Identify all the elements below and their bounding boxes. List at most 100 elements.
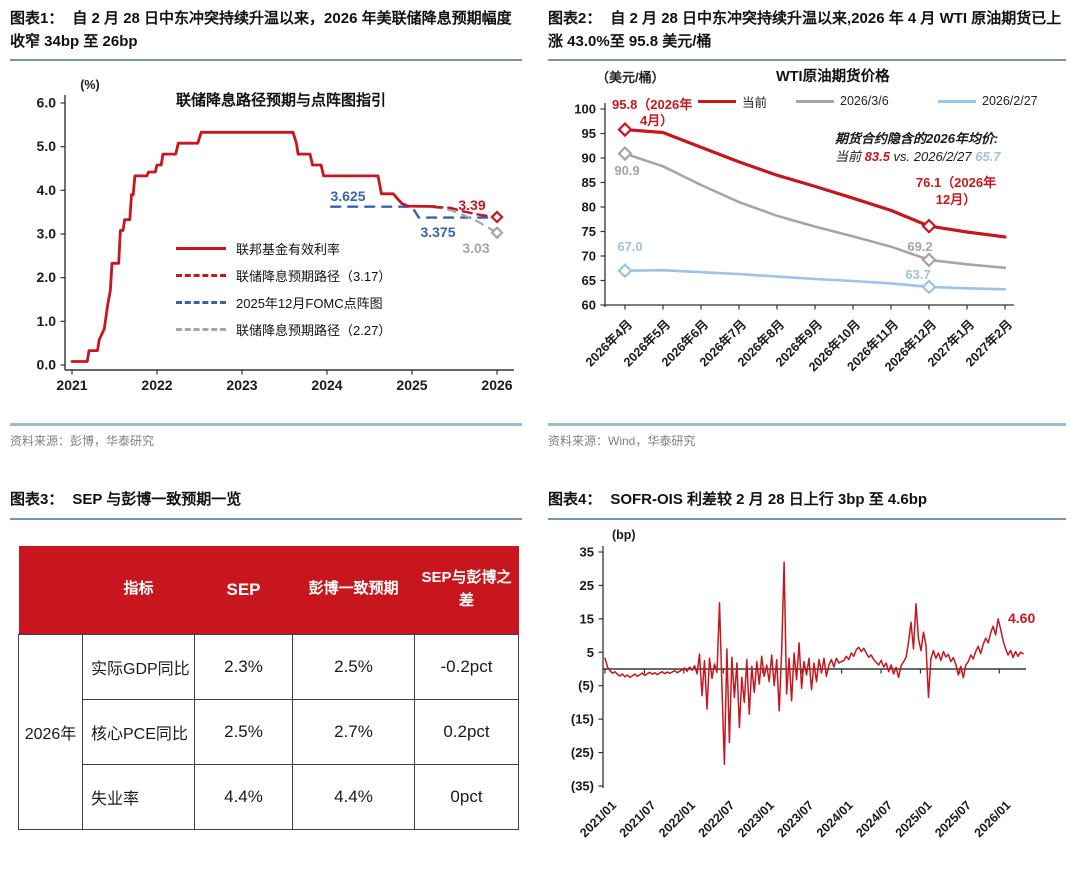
svg-text:2024: 2024 <box>311 377 342 393</box>
svg-text:2023/07: 2023/07 <box>774 798 816 840</box>
sofr-ois-chart-svg: 2021/012021/072022/012022/072023/012023/… <box>571 528 1036 840</box>
fed-chart-title: 联储降息路径预期与点阵图指引 <box>175 92 386 109</box>
legend-label: 联储降息预期路径（2.27） <box>236 322 392 338</box>
svg-text:3.03: 3.03 <box>462 240 489 256</box>
legend-item-cut-path-317: 联储降息预期路径（3.17） <box>176 266 391 284</box>
figure-3-label: 图表3： <box>10 491 64 508</box>
svg-text:5: 5 <box>587 644 594 659</box>
figure-2-title: 图表2：自 2 月 28 日中东冲突持续升温以来,2026 年 4 月 WTI … <box>548 8 1066 61</box>
figure-1: 图表1：自 2 月 28 日中东冲突持续升温以来，2026 年美联储降息预期幅度… <box>10 8 522 449</box>
red-solid-line-swatch <box>176 246 226 250</box>
metric-cell: 实际GDP同比 <box>82 633 195 700</box>
svg-text:63.7: 63.7 <box>905 267 930 282</box>
svg-text:2025/01: 2025/01 <box>893 798 935 840</box>
svg-text:95.8（2026年: 95.8（2026年 <box>612 97 692 112</box>
table-header-cell: SEP <box>194 545 293 634</box>
sofr-ois-chart: 2021/01 2021/07 2022/01 2022/07 2023/01 2023/… <box>548 522 1066 876</box>
value-cell: 2.7% <box>292 698 415 765</box>
svg-text:85: 85 <box>582 175 596 190</box>
table-header-cell: 彭博一致预期 <box>292 545 415 634</box>
table-header-cell <box>18 545 83 634</box>
figure-2-label: 图表2： <box>548 10 602 27</box>
svg-text:67.0: 67.0 <box>617 239 642 254</box>
wti-futures-chart: （美元/桶） WTI原油期货价格 2026年4月 2026年5月 2026年6月 20… <box>548 63 1066 417</box>
red-line-swatch <box>698 99 736 103</box>
fed-path-chart-svg: 2021 2022 2023 2024 2025 2026 0.0 1.0 2.0 3.0 4.0 5… <box>37 78 514 393</box>
metric-cell: 核心PCE同比 <box>82 698 195 765</box>
legend-item-current: 当前 <box>698 93 768 110</box>
svg-text:2025: 2025 <box>396 377 427 393</box>
figure-1-source: 资料来源：彭博，华泰研究 <box>10 423 522 449</box>
svg-text:65: 65 <box>582 273 596 288</box>
svg-text:2023: 2023 <box>226 377 257 393</box>
figure-4-heading: SOFR-OIS 利差较 2 月 28 日上行 3bp 至 4.6bp <box>610 491 928 508</box>
table-row: 失业率 4.4% 4.4% 0pct <box>19 763 519 830</box>
figure-2-source: 资料来源：Wind，华泰研究 <box>548 423 1066 449</box>
figure-3: 图表3： SEP 与彭博一致预期一览 指标 SEP 彭博一致预期 SEP与彭博之差 202… <box>10 489 522 881</box>
svg-text:4.0: 4.0 <box>37 182 57 198</box>
legend-item-cut-path-227: 联储降息预期路径（2.27） <box>176 320 391 338</box>
metric-cell: 失业率 <box>82 763 195 830</box>
value-cell: 2.5% <box>194 698 293 765</box>
legend-label: 联储降息预期路径（3.17） <box>236 268 392 284</box>
svg-text:(25): (25) <box>571 745 594 760</box>
value-cell: 4.4% <box>292 763 415 830</box>
svg-text:12月）: 12月） <box>936 192 976 207</box>
figure-4: 图表4： SOFR-OIS 利差较 2 月 28 日上行 3bp 至 4.6bp … <box>548 489 1066 881</box>
blue-dashed-line-swatch <box>176 300 226 304</box>
svg-text:2021/01: 2021/01 <box>577 798 619 840</box>
legend-label: 联邦基金有效利率 <box>236 241 341 257</box>
table-row: 核心PCE同比 2.5% 2.7% 0.2pct <box>19 698 519 765</box>
svg-text:2025/07: 2025/07 <box>932 798 974 840</box>
legend-label: 2026/3/6 <box>840 94 889 108</box>
svg-text:(15): (15) <box>571 711 594 726</box>
legend-label: 2025年12月FOMC点阵图 <box>236 295 383 311</box>
svg-text:2022/07: 2022/07 <box>696 798 738 840</box>
svg-text:2024/07: 2024/07 <box>853 798 895 840</box>
value-cell: 2.5% <box>292 633 415 700</box>
svg-text:(35): (35) <box>571 778 594 793</box>
svg-text:76.1（2026年: 76.1（2026年 <box>916 175 996 190</box>
svg-text:(%): (%) <box>80 78 99 92</box>
figure-4-label: 图表4： <box>548 491 602 508</box>
legend-item-0306: 2026/3/6 <box>796 93 889 109</box>
svg-text:75: 75 <box>582 224 596 239</box>
table-header-cell: 指标 <box>82 545 195 634</box>
sep-consensus-table: 指标 SEP 彭博一致预期 SEP与彭博之差 2026年 实际GDP同比 2.3% 2.5% -… <box>18 545 519 830</box>
sep-consensus-table-area: 指标 SEP 彭博一致预期 SEP与彭博之差 2026年 实际GDP同比 2.3% 2.5% -… <box>10 545 522 881</box>
figure-3-heading: SEP 与彭博一致预期一览 <box>72 491 242 508</box>
svg-text:4.60: 4.60 <box>1008 610 1035 626</box>
source-text: 资料来源：Wind，华泰研究 <box>548 434 696 448</box>
svg-text:(bp): (bp) <box>612 528 636 542</box>
figures-grid: 图表1：自 2 月 28 日中东冲突持续升温以来，2026 年美联储降息预期幅度… <box>10 8 1066 881</box>
legend-label: 当前 <box>742 95 768 110</box>
figure-3-title: 图表3： SEP 与彭博一致预期一览 <box>10 489 522 520</box>
value-cell: 0.2pct <box>414 698 519 765</box>
svg-text:2021: 2021 <box>56 377 87 393</box>
svg-text:100: 100 <box>574 102 596 117</box>
svg-text:2024/01: 2024/01 <box>814 798 856 840</box>
svg-text:(5): (5) <box>578 678 594 693</box>
svg-text:70: 70 <box>582 249 596 264</box>
figure-2-heading: 自 2 月 28 日中东冲突持续升温以来,2026 年 4 月 WTI 原油期货… <box>548 10 1062 50</box>
svg-text:2022: 2022 <box>141 377 172 393</box>
legend-item-0227: 2026/2/27 <box>938 93 1038 109</box>
svg-text:期货合约隐含的2026年均价:: 期货合约隐含的2026年均价: <box>834 131 998 146</box>
svg-text:15: 15 <box>580 611 594 626</box>
svg-text:2022/01: 2022/01 <box>656 798 698 840</box>
svg-text:5.0: 5.0 <box>37 138 57 154</box>
svg-text:2023/01: 2023/01 <box>735 798 777 840</box>
wti-chart-svg: 2026年4月2026年5月2026年6月2026年7月2026年8月2026年… <box>574 97 1015 374</box>
svg-text:25: 25 <box>580 577 594 592</box>
red-dashed-line-swatch <box>176 273 226 277</box>
value-cell: -0.2pct <box>414 633 519 700</box>
svg-text:3.625: 3.625 <box>330 188 365 204</box>
gray-line-swatch <box>796 99 834 103</box>
svg-text:60: 60 <box>582 298 596 313</box>
svg-text:2.0: 2.0 <box>37 269 57 285</box>
svg-text:2021/07: 2021/07 <box>617 798 659 840</box>
svg-text:当前 83.5 vs. 2026/2/27 65.7: 当前 83.5 vs. 2026/2/27 65.7 <box>835 149 1001 164</box>
svg-text:95: 95 <box>582 126 596 141</box>
svg-text:4月）: 4月） <box>640 113 673 128</box>
lightblue-line-swatch <box>938 99 976 103</box>
